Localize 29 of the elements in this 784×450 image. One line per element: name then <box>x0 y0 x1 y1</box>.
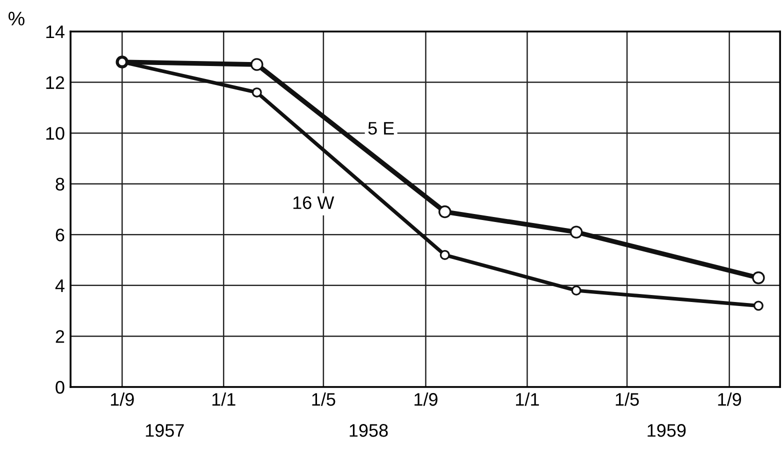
x-tick-label: 1/5 <box>616 392 639 406</box>
x-tick-label: 1/1 <box>212 392 236 406</box>
point <box>752 271 765 284</box>
x-tick-label: 1/9 <box>718 392 742 406</box>
series-label: 16 W <box>293 196 334 210</box>
point <box>571 286 582 296</box>
y-tick-label: 14 <box>46 26 64 38</box>
y-tick-label: 8 <box>56 178 64 191</box>
point <box>250 58 264 71</box>
series-label: 5 E <box>368 122 394 135</box>
point <box>440 250 450 260</box>
point <box>252 87 262 98</box>
y-tick-label: 4 <box>55 280 64 292</box>
y-tick-label: 2 <box>56 330 64 343</box>
text: 1958 <box>350 424 388 437</box>
y-tick-label: 12 <box>46 76 64 89</box>
y-tick-label: 6 <box>56 228 64 242</box>
x-tick-label: 1/9 <box>414 392 438 406</box>
point <box>438 205 452 218</box>
x-tick-label: 1/1 <box>516 392 539 406</box>
x-tick-label: 1/5 <box>312 392 336 406</box>
point <box>753 300 764 311</box>
y-tick-label: 0 <box>56 380 64 394</box>
x-tick-label: 1/9 <box>110 392 134 406</box>
y-axis-title: % <box>8 12 24 26</box>
text: 1959 <box>648 424 686 437</box>
y-tick-label: 10 <box>46 127 64 140</box>
point <box>570 226 583 238</box>
text: 1957 <box>146 424 184 437</box>
